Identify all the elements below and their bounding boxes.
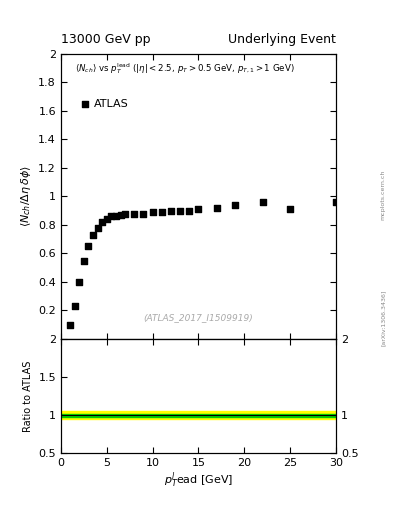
Point — [287, 205, 293, 214]
Text: [arXiv:1306.3436]: [arXiv:1306.3436] — [381, 289, 386, 346]
Point — [122, 209, 128, 218]
Point — [108, 212, 114, 221]
Point — [113, 212, 119, 221]
Point — [186, 206, 193, 215]
Legend: ATLAS: ATLAS — [80, 99, 128, 109]
Point — [90, 231, 96, 239]
Text: (ATLAS_2017_I1509919): (ATLAS_2017_I1509919) — [143, 313, 253, 322]
Point — [94, 224, 101, 232]
Point — [99, 218, 105, 226]
Point — [118, 211, 124, 219]
Point — [333, 198, 339, 206]
Point — [76, 278, 83, 286]
Point — [259, 198, 266, 206]
Point — [140, 209, 147, 218]
Text: Underlying Event: Underlying Event — [228, 33, 336, 46]
Point — [104, 215, 110, 223]
Point — [85, 242, 92, 250]
Y-axis label: Ratio to ATLAS: Ratio to ATLAS — [23, 360, 33, 432]
Text: $\langle N_{ch}\rangle$ vs $p_T^{\rm lead}$ ($|\eta|<2.5,\,p_T>0.5$ GeV, $p_{T,1: $\langle N_{ch}\rangle$ vs $p_T^{\rm lea… — [75, 61, 294, 76]
X-axis label: $p_T^l$ead [GeV]: $p_T^l$ead [GeV] — [164, 471, 233, 490]
Y-axis label: $\langle N_{ch}/\Delta\eta\,\delta\phi\rangle$: $\langle N_{ch}/\Delta\eta\,\delta\phi\r… — [19, 165, 33, 227]
Point — [195, 205, 202, 214]
Point — [72, 302, 78, 310]
Point — [214, 204, 220, 212]
Point — [81, 257, 87, 265]
Point — [131, 209, 138, 218]
Point — [168, 206, 174, 215]
Point — [159, 208, 165, 216]
Point — [177, 206, 183, 215]
Point — [67, 321, 73, 329]
Text: mcplots.cern.ch: mcplots.cern.ch — [381, 169, 386, 220]
Point — [149, 208, 156, 216]
Text: 13000 GeV pp: 13000 GeV pp — [61, 33, 151, 46]
Point — [232, 201, 238, 209]
